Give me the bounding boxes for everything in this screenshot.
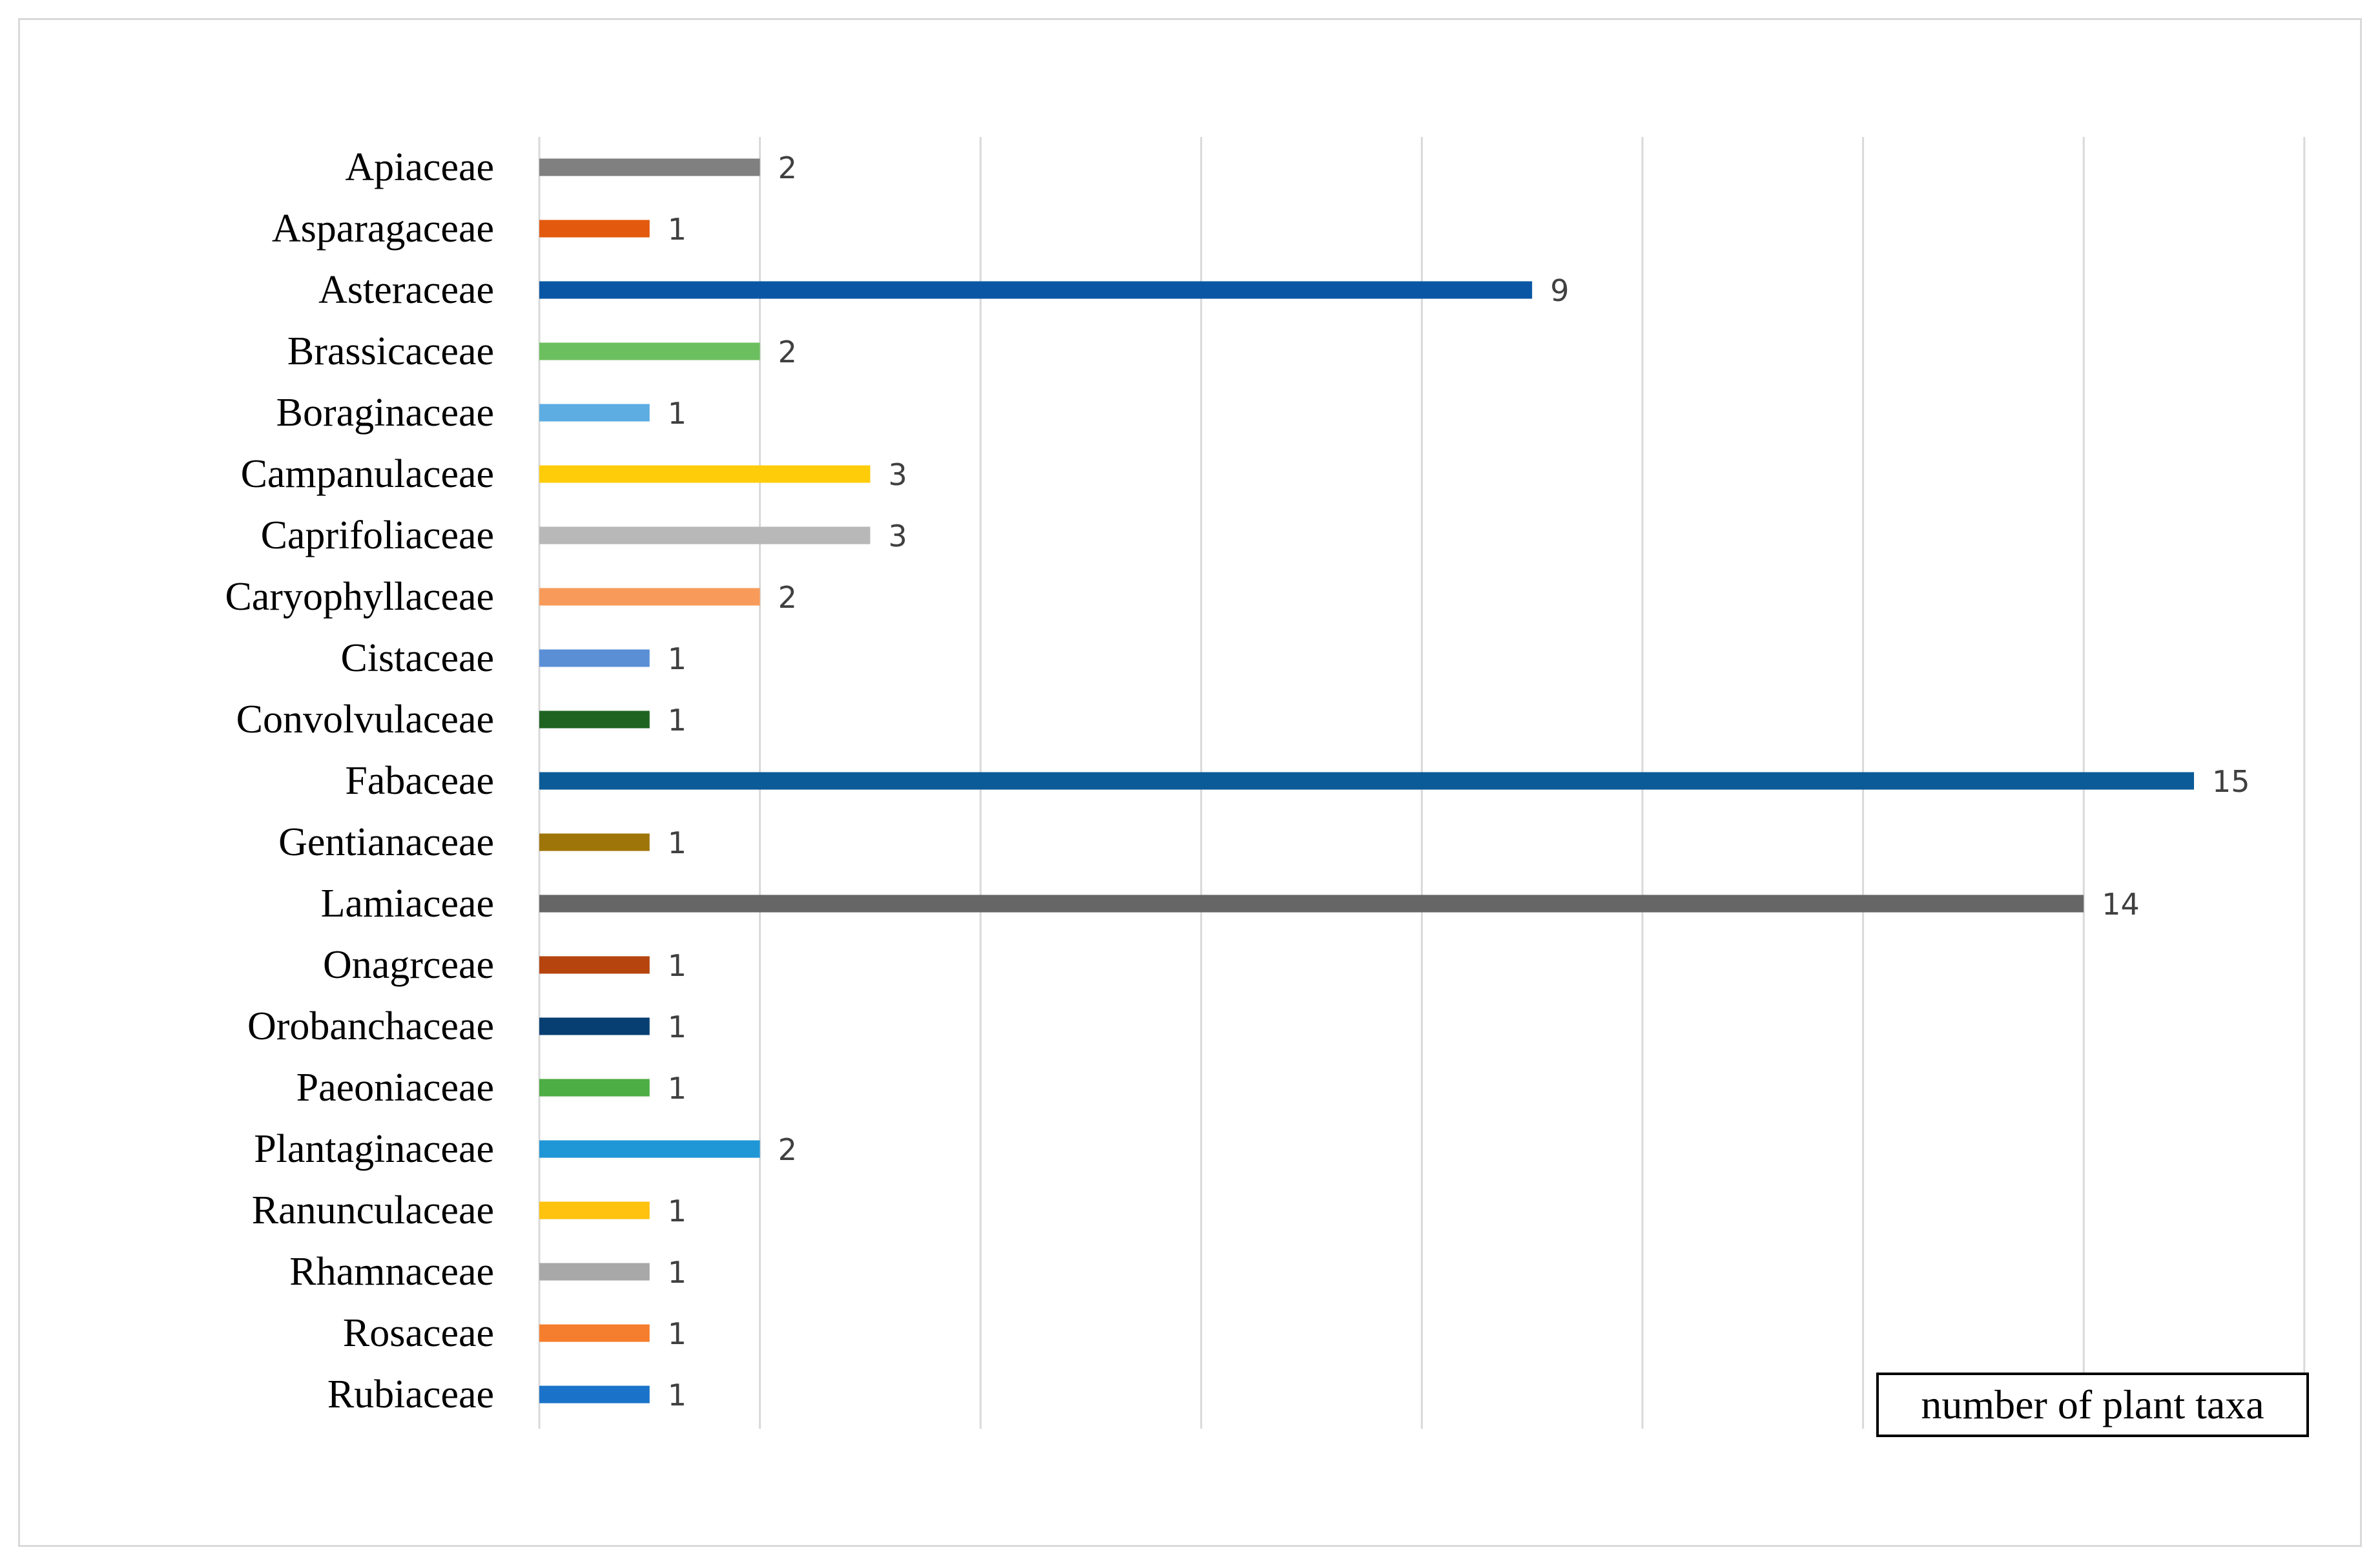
category-label: Rhamnaceae: [289, 1250, 494, 1294]
value-label: 1: [668, 703, 687, 738]
category-label: Caprifoliaceae: [261, 513, 494, 557]
category-label: Caryophyllaceae: [225, 575, 494, 619]
value-label: 1: [668, 1071, 687, 1106]
category-label: Plantaginaceae: [254, 1127, 494, 1171]
bar-apiaceae: [539, 158, 760, 176]
bar-cistaceae: [539, 649, 650, 667]
value-label: 15: [2212, 764, 2250, 799]
value-label: 2: [778, 150, 797, 185]
value-label: 3: [888, 519, 907, 554]
bar-ranunculaceae: [539, 1201, 650, 1219]
category-label: Apiaceae: [345, 145, 494, 189]
category-labels: Apiaceae Asparagaceae Asteraceae Brassicace…: [225, 145, 494, 1416]
bar-asteraceae: [539, 281, 1533, 299]
bar-fabaceae: [539, 772, 2194, 790]
category-label: Cistaceae: [340, 636, 494, 680]
bar-caryophyllaceae: [539, 588, 760, 606]
value-label: 1: [668, 1010, 687, 1044]
bar-brassicaceae: [539, 342, 760, 360]
value-label: 1: [668, 396, 687, 431]
bar-plantaginaceae: [539, 1140, 760, 1158]
axis-title: number of plant taxa: [1876, 1373, 2309, 1437]
value-label: 1: [668, 825, 687, 860]
category-label: Ranunculaceae: [252, 1188, 494, 1232]
bar-onagrceae: [539, 956, 650, 974]
category-label: Onagrceae: [323, 943, 494, 987]
bar-gentianaceae: [539, 833, 650, 851]
value-label: 2: [778, 335, 797, 369]
category-label: Convolvulaceae: [236, 698, 494, 741]
value-label: 1: [668, 1378, 687, 1413]
bar-campanulaceae: [539, 465, 871, 483]
category-label: Brassicaceae: [287, 329, 494, 373]
bar-rubiaceae: [539, 1385, 650, 1404]
value-label: 9: [1550, 273, 1569, 308]
value-label: 1: [668, 1194, 687, 1228]
value-labels: 2 1 9 2 1 3 3 2 1 1 15 1 14 1 1 1 2 1 1 1 1: [668, 150, 2250, 1413]
category-label: Rubiaceae: [327, 1373, 494, 1416]
bars: [539, 158, 2194, 1404]
value-label: 1: [668, 1316, 687, 1351]
value-label: 14: [2102, 887, 2140, 922]
category-label: Paeoniaceae: [296, 1066, 494, 1110]
category-label: Campanulaceae: [241, 452, 494, 496]
category-label: Gentianaceae: [278, 820, 494, 864]
category-label: Asteraceae: [318, 268, 494, 312]
bar-rhamnaceae: [539, 1263, 650, 1281]
value-label: 2: [778, 1132, 797, 1167]
bar-paeoniaceae: [539, 1079, 650, 1097]
bar-lamiaceae: [539, 895, 2084, 913]
value-label: 2: [778, 580, 797, 615]
value-label: 1: [668, 212, 687, 247]
bar-convolvulaceae: [539, 710, 650, 729]
category-label: Fabaceae: [345, 759, 494, 803]
value-label: 1: [668, 1255, 687, 1290]
value-label: 1: [668, 641, 687, 676]
bar-caprifoliaceae: [539, 526, 871, 544]
category-label: Rosaceae: [343, 1311, 494, 1355]
bar-boraginaceae: [539, 404, 650, 422]
category-label: Lamiaceae: [321, 882, 494, 926]
bar-rosaceae: [539, 1324, 650, 1342]
value-label: 3: [888, 457, 907, 492]
bar-asparagaceae: [539, 220, 650, 238]
value-label: 1: [668, 948, 687, 983]
category-label: Asparagaceae: [272, 207, 494, 251]
category-label: Boraginaceae: [276, 391, 494, 435]
bar-orobanchaceae: [539, 1017, 650, 1035]
category-label: Orobanchaceae: [247, 1004, 494, 1048]
